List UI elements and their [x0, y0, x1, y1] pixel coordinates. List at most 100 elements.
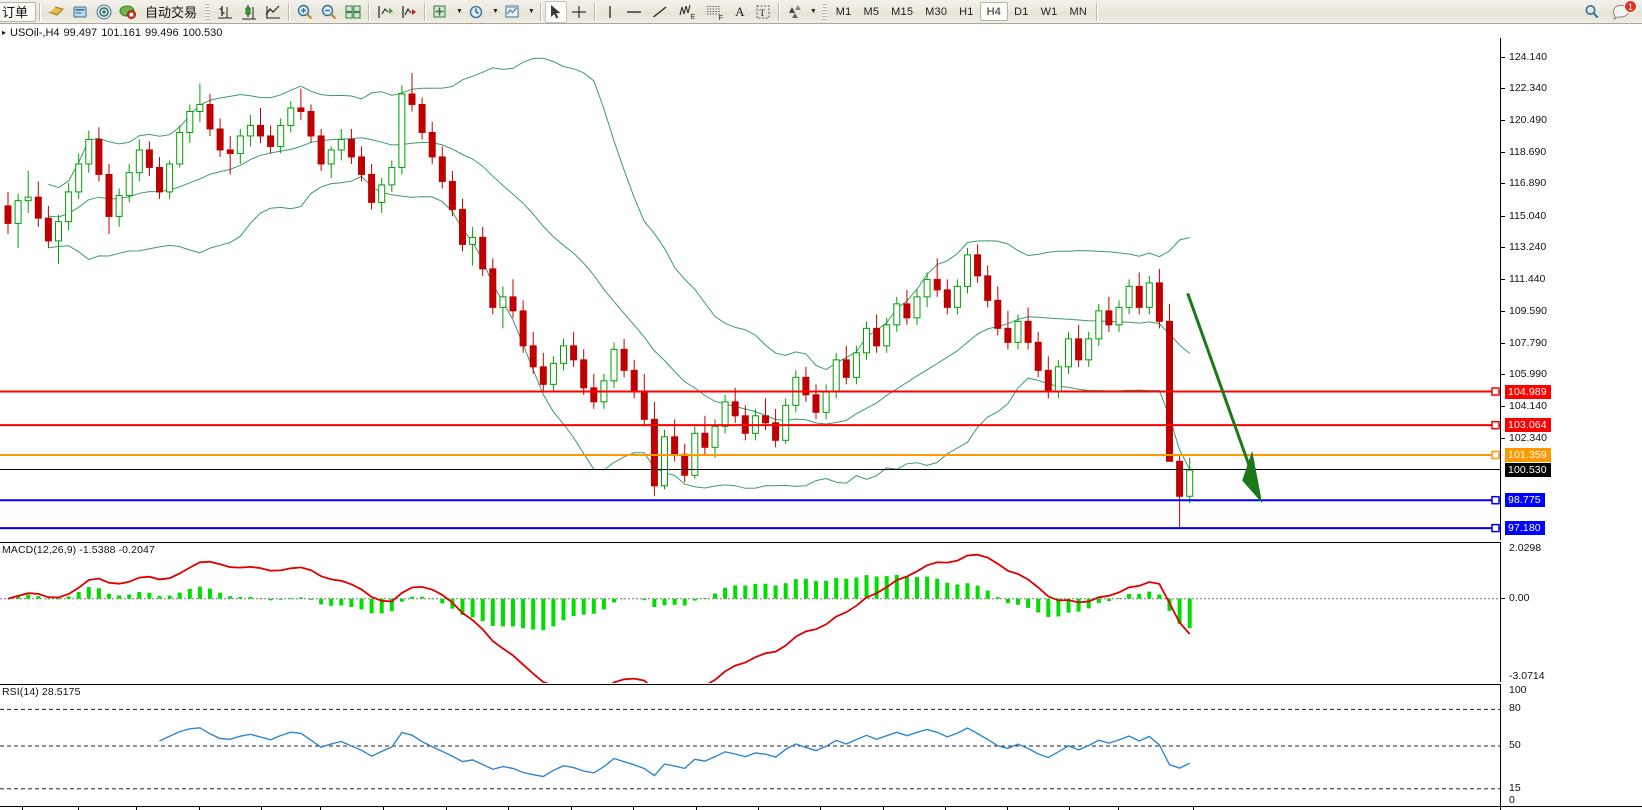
order-button[interactable]: 订单: [0, 1, 37, 22]
text-box-icon[interactable]: T: [751, 1, 775, 23]
chart-shift-icon[interactable]: [397, 1, 421, 23]
price-axis-label: 116.890: [1509, 177, 1547, 190]
elliott-wave-icon[interactable]: E: [673, 1, 701, 23]
main-toolbar: 订单: [0, 0, 1642, 24]
rsi-pane[interactable]: RSI(14) 28.5175: [0, 684, 1500, 806]
search-icon[interactable]: [1580, 1, 1604, 23]
cursor-icon[interactable]: [544, 0, 567, 23]
rsi-chart-svg: [0, 708, 1500, 790]
candlestick-chart-icon[interactable]: [237, 1, 261, 23]
time-axis-tick: [446, 807, 447, 810]
templates-dropdown-caret[interactable]: ▼: [527, 8, 535, 15]
time-axis-tick: [1118, 807, 1119, 810]
toolbar-grip-2[interactable]: [821, 2, 827, 21]
time-axis-tick: [820, 807, 821, 810]
price-axis-label: 118.690: [1509, 145, 1547, 158]
rsi-axis-label: 0: [1509, 794, 1515, 806]
price-axis-tick: [1501, 374, 1505, 375]
text-label-icon[interactable]: A: [735, 3, 745, 19]
price-axis-label: 102.340: [1509, 431, 1547, 444]
time-axis-tick: [696, 807, 697, 810]
ohlc-low: 99.496: [144, 26, 179, 39]
macd-axis-label: 2.0298: [1509, 542, 1542, 554]
ohlc-high: 101.161: [101, 26, 141, 39]
line-chart-icon[interactable]: [261, 1, 285, 23]
objects-icon[interactable]: [783, 1, 809, 23]
toolbar-divider-4: [424, 2, 427, 21]
timeframe-d1[interactable]: D1: [1014, 5, 1029, 18]
macd-label: MACD(12,26,9) -1.5388 -0.2047: [2, 544, 155, 556]
price-level-tag-resistance-0[interactable]: 104.989: [1505, 384, 1551, 399]
price-axis-tick: [1501, 406, 1505, 408]
trendline-icon[interactable]: [647, 1, 673, 23]
notifications-icon[interactable]: 1: [1608, 0, 1637, 23]
crosshair-icon[interactable]: [567, 1, 591, 23]
macd-axis: 2.0298 0.00 -3.0714: [1500, 542, 1642, 682]
tile-windows-icon[interactable]: [341, 1, 365, 23]
symbol-header: ▸ USOil-,H4 99.497 101.161 99.496 100.53…: [0, 26, 1500, 39]
time-axis-tick: [78, 807, 79, 810]
symbol-name: USOil-,H4: [10, 26, 60, 39]
price-axis-tick: [1501, 88, 1505, 90]
fibonacci-icon[interactable]: F: [701, 1, 729, 23]
macd-axis-label: -3.0714: [1509, 670, 1545, 682]
auto-scroll-icon[interactable]: [373, 1, 397, 23]
price-axis[interactable]: 104.989 103.064 101.359 100.530 98.775 97.180…: [1500, 38, 1642, 540]
price-axis-tick: [1501, 183, 1505, 185]
toolbar-grip[interactable]: [205, 2, 211, 21]
price-level-tag-support-5[interactable]: 97.180: [1505, 521, 1545, 536]
price-axis-label: 107.790: [1509, 336, 1547, 349]
timeframe-h4[interactable]: H4: [979, 2, 1009, 21]
rsi-axis-label: 50: [1509, 739, 1521, 751]
new-order-icon[interactable]: [44, 1, 68, 23]
price-level-tag-support-4[interactable]: 98.775: [1505, 493, 1545, 508]
data-window-icon[interactable]: [68, 1, 92, 23]
price-axis-label: 111.440: [1509, 272, 1546, 285]
toolbar-divider: [39, 2, 42, 21]
chart-menu-arrow-icon[interactable]: ▸: [2, 28, 7, 37]
bar-chart-icon[interactable]: [213, 1, 237, 23]
horizontal-line-icon[interactable]: [621, 1, 647, 23]
rsi-axis: 100 80 50 15 0: [1500, 684, 1642, 806]
time-axis[interactable]: 1 May 20221 Jun 16:003 Jun 00:006 Jun 04…: [0, 806, 1500, 810]
vertical-line-icon[interactable]: [599, 1, 621, 23]
chart-area[interactable]: 104.989 103.064 101.359 100.530 98.775 97.180…: [0, 24, 1642, 810]
price-axis-label: 105.990: [1509, 368, 1547, 380]
timeframe-w1[interactable]: W1: [1040, 5, 1058, 18]
autotrading-label-button[interactable]: 自动交易: [140, 1, 202, 23]
timeframe-mn[interactable]: MN: [1069, 5, 1087, 18]
time-axis-tick: [199, 807, 200, 810]
time-axis-tick: [136, 807, 137, 810]
objects-dropdown-caret[interactable]: ▼: [809, 8, 817, 15]
svg-text:T: T: [759, 8, 765, 18]
time-axis-tick: [945, 807, 946, 810]
price-pane[interactable]: [0, 38, 1500, 540]
indicators-dropdown-caret[interactable]: ▼: [456, 8, 463, 15]
zoom-in-icon[interactable]: [293, 1, 317, 23]
time-axis-tick: [633, 807, 634, 810]
templates-icon[interactable]: [501, 1, 527, 23]
autotrading-icon[interactable]: [116, 1, 140, 23]
indicators-icon[interactable]: [429, 1, 455, 23]
timeframe-h1[interactable]: H1: [959, 5, 974, 18]
timeframe-m15[interactable]: M15: [891, 5, 914, 18]
macd-pane[interactable]: MACD(12,26,9) -1.5388 -0.2047: [0, 542, 1500, 683]
price-level-tag-resistance-1[interactable]: 103.064: [1505, 418, 1551, 433]
periodicity-icon[interactable]: [465, 1, 491, 23]
macd-axis-tick: [1501, 597, 1505, 599]
rsi-axis-label: 100: [1509, 684, 1527, 696]
periodicity-dropdown-caret[interactable]: ▼: [491, 8, 499, 15]
price-level-tag-last-price-3[interactable]: 100.530: [1505, 462, 1551, 477]
price-axis-label: 109.590: [1509, 305, 1547, 318]
time-axis-tick: [1069, 807, 1070, 810]
price-axis-tick: [1501, 215, 1505, 217]
toolbar-divider-5: [539, 2, 542, 21]
rsi-label: RSI(14) 28.5175: [2, 686, 81, 698]
price-axis-label: 113.240: [1509, 241, 1547, 254]
zoom-out-icon[interactable]: [317, 1, 341, 23]
signals-icon[interactable]: [92, 1, 116, 23]
timeframe-m5[interactable]: M5: [863, 5, 880, 18]
timeframe-m30[interactable]: M30: [925, 5, 948, 18]
price-level-tag-pivot-2[interactable]: 101.359: [1505, 448, 1551, 462]
timeframe-m1[interactable]: M1: [835, 5, 852, 18]
